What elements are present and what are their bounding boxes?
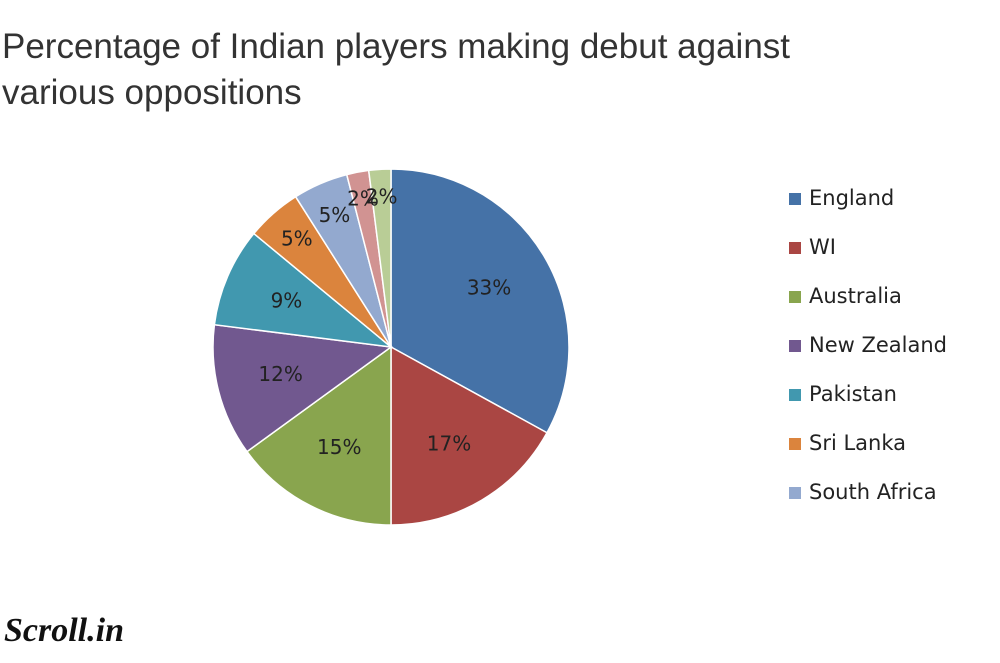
legend-swatch	[789, 487, 801, 499]
legend-label: WI	[809, 235, 836, 259]
pie-slice	[212, 323, 393, 453]
data-label: 12%	[258, 362, 302, 386]
pie-slice	[367, 168, 392, 348]
pie-slice	[245, 345, 392, 526]
pie-slice	[213, 232, 394, 349]
legend-swatch	[789, 242, 801, 254]
legend-swatch	[789, 193, 801, 205]
data-label: 33%	[467, 276, 511, 300]
data-label: 2%	[366, 184, 398, 208]
legend-swatch	[789, 438, 801, 450]
legend-label: Australia	[809, 284, 902, 308]
data-label: 2%	[347, 187, 379, 211]
legend-label: South Africa	[809, 480, 937, 504]
pie-slice	[390, 168, 570, 434]
legend-swatch	[789, 340, 801, 352]
legend-swatch	[789, 389, 801, 401]
pie-slice	[390, 345, 549, 526]
data-label: 9%	[271, 288, 303, 312]
data-label: 15%	[317, 435, 361, 459]
legend-label: New Zealand	[809, 333, 947, 357]
chart-title: Percentage of Indian players making debu…	[2, 27, 791, 112]
data-label: 5%	[319, 203, 351, 227]
data-label: 5%	[281, 227, 313, 251]
legend-label: Sri Lanka	[809, 431, 906, 455]
legend-label: England	[809, 186, 894, 210]
legend-swatch	[789, 291, 801, 303]
logo: Scroll.in	[4, 612, 124, 649]
legend-label: Pakistan	[809, 382, 897, 406]
data-label: 17%	[427, 432, 471, 456]
